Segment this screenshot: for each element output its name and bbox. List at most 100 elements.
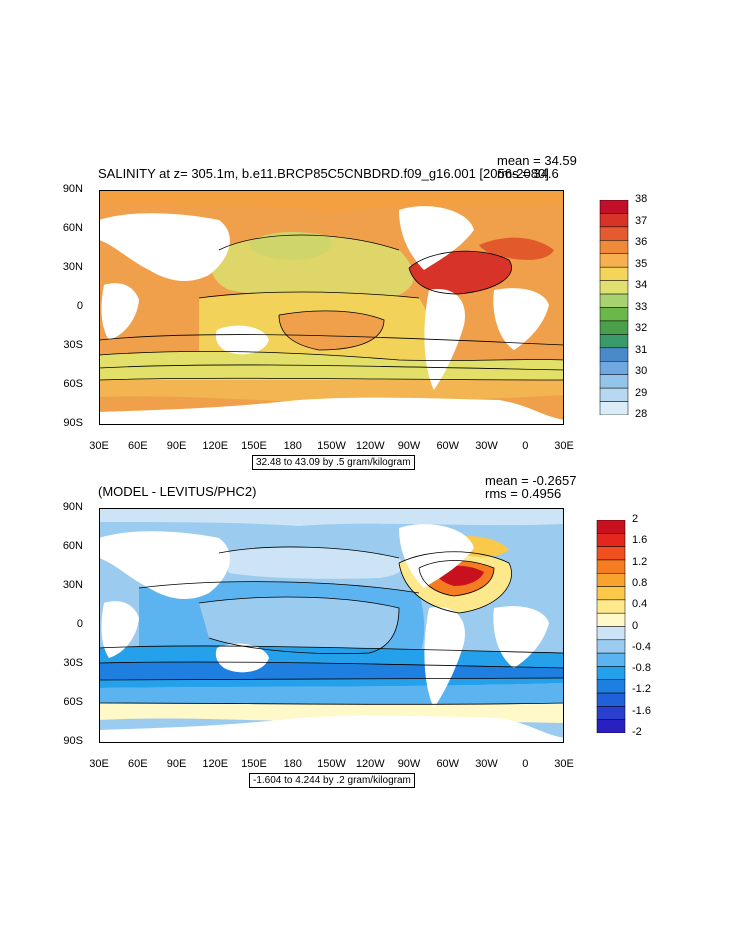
colorbar-swatch bbox=[599, 226, 629, 241]
bottom-map bbox=[99, 508, 564, 743]
colorbar-label: -2 bbox=[632, 726, 642, 738]
x-tick-label: 120W bbox=[355, 758, 385, 770]
colorbar-swatch bbox=[596, 679, 626, 694]
x-tick-label: 180 bbox=[283, 758, 302, 770]
x-tick-label: 150E bbox=[241, 758, 267, 770]
bottom-title: (MODEL - LEVITUS/PHC2) bbox=[98, 484, 257, 499]
colorbar-swatch bbox=[596, 573, 626, 587]
bottom-contour-info: -1.604 to 4.244 by .2 gram/kilogram bbox=[249, 773, 415, 788]
colorbar-swatch bbox=[599, 280, 629, 295]
bottom-ytick-90n: 90N bbox=[62, 501, 83, 513]
colorbar-label: 29 bbox=[635, 386, 648, 399]
colorbar-swatch bbox=[596, 533, 626, 547]
x-tick-label: 90W bbox=[397, 758, 421, 770]
x-tick-label: 120W bbox=[355, 440, 385, 452]
top-ytick-90s: 90S bbox=[63, 417, 83, 429]
x-tick-label: 0 bbox=[522, 758, 529, 770]
top-ytick-90n: 90N bbox=[62, 183, 83, 195]
colorbar-swatch bbox=[596, 639, 626, 654]
top-mean: mean = 34.59 bbox=[497, 153, 577, 168]
colorbar-label: 30 bbox=[635, 365, 648, 377]
bottom-rms: rms = 0.4956 bbox=[485, 486, 562, 501]
x-tick-label: 30E bbox=[89, 758, 109, 770]
colorbar-swatch bbox=[599, 266, 629, 281]
colorbar-label: -1.2 bbox=[632, 683, 651, 696]
x-tick-label: 30E bbox=[554, 440, 574, 452]
x-tick-label: 30E bbox=[89, 440, 109, 452]
colorbar-swatch bbox=[599, 374, 629, 389]
colorbar-swatch bbox=[596, 666, 626, 680]
top-map bbox=[99, 190, 564, 425]
x-tick-label: 90W bbox=[397, 440, 421, 452]
colorbar-swatch bbox=[596, 652, 626, 667]
bottom-colorbar bbox=[596, 520, 626, 733]
colorbar-swatch bbox=[599, 200, 629, 214]
colorbar-swatch bbox=[596, 692, 626, 707]
colorbar-label: 34 bbox=[635, 279, 648, 291]
colorbar-swatch bbox=[599, 401, 629, 415]
x-tick-label: 60E bbox=[127, 440, 148, 452]
colorbar-swatch bbox=[599, 253, 629, 268]
top-ytick-30n: 30N bbox=[62, 261, 83, 273]
colorbar-swatch bbox=[599, 240, 629, 254]
top-ytick-30s: 30S bbox=[63, 339, 83, 351]
colorbar-swatch bbox=[596, 599, 626, 614]
x-tick-label: 60W bbox=[436, 758, 460, 770]
x-tick-label: 30W bbox=[475, 758, 498, 770]
x-tick-label: 120E bbox=[202, 440, 229, 452]
colorbar-label: 38 bbox=[635, 193, 648, 205]
top-ytick-0: 0 bbox=[76, 300, 83, 312]
x-tick-label: 30W bbox=[475, 440, 498, 452]
bottom-ytick-60s: 60S bbox=[63, 696, 83, 708]
x-tick-label: 60W bbox=[436, 440, 460, 452]
colorbar-swatch bbox=[596, 546, 626, 561]
colorbar-label: -0.8 bbox=[632, 662, 651, 675]
colorbar-swatch bbox=[596, 612, 626, 627]
colorbar-swatch bbox=[599, 347, 629, 362]
colorbar-label: 0.4 bbox=[632, 598, 648, 611]
colorbar-label: 35 bbox=[635, 257, 648, 270]
bottom-ytick-30n: 30N bbox=[62, 579, 83, 591]
colorbar-swatch bbox=[599, 387, 629, 402]
x-tick-label: 150W bbox=[317, 758, 346, 770]
bottom-ytick-30s: 30S bbox=[63, 657, 83, 669]
colorbar-label: 2 bbox=[632, 513, 639, 525]
colorbar-label: 31 bbox=[635, 343, 648, 356]
colorbar-swatch bbox=[599, 334, 629, 349]
top-ytick-60n: 60N bbox=[62, 222, 83, 234]
colorbar-label: 0.8 bbox=[632, 576, 648, 589]
top-ytick-60s: 60S bbox=[63, 378, 83, 390]
x-tick-label: 90E bbox=[166, 758, 187, 770]
colorbar-swatch bbox=[599, 320, 629, 335]
x-tick-label: 30E bbox=[554, 758, 574, 770]
top-colorbar bbox=[599, 200, 629, 415]
colorbar-label: 1.6 bbox=[632, 534, 648, 547]
colorbar-swatch bbox=[596, 586, 626, 601]
colorbar-label: 0 bbox=[632, 619, 639, 632]
colorbar-swatch bbox=[596, 706, 626, 720]
colorbar-label: 32 bbox=[635, 322, 648, 334]
x-tick-label: 150W bbox=[317, 440, 346, 452]
colorbar-label: -0.4 bbox=[632, 640, 651, 653]
colorbar-swatch bbox=[596, 626, 626, 641]
colorbar-swatch bbox=[596, 559, 626, 574]
colorbar-swatch bbox=[599, 307, 629, 322]
top-contour-info: 32.48 to 43.09 by .5 gram/kilogram bbox=[252, 455, 415, 470]
colorbar-label: 37 bbox=[635, 214, 648, 227]
colorbar-swatch bbox=[599, 213, 629, 228]
colorbar-label: 36 bbox=[635, 236, 648, 248]
colorbar-swatch bbox=[596, 520, 626, 534]
colorbar-label: 33 bbox=[635, 300, 648, 313]
colorbar-swatch bbox=[599, 361, 629, 375]
top-title: SALINITY at z= 305.1m, b.e11.BRCP85C5CNB… bbox=[98, 166, 549, 181]
x-tick-label: 180 bbox=[283, 440, 302, 452]
colorbar-label: 1.2 bbox=[632, 555, 648, 568]
x-tick-label: 120E bbox=[202, 758, 229, 770]
bottom-ytick-60n: 60N bbox=[62, 540, 83, 552]
x-tick-label: 0 bbox=[522, 440, 529, 452]
colorbar-label: -1.6 bbox=[632, 704, 651, 717]
top-rms: rms = 34.6 bbox=[497, 166, 559, 181]
x-tick-label: 150E bbox=[241, 440, 267, 452]
x-tick-label: 90E bbox=[166, 440, 187, 452]
x-tick-label: 60E bbox=[127, 758, 148, 770]
